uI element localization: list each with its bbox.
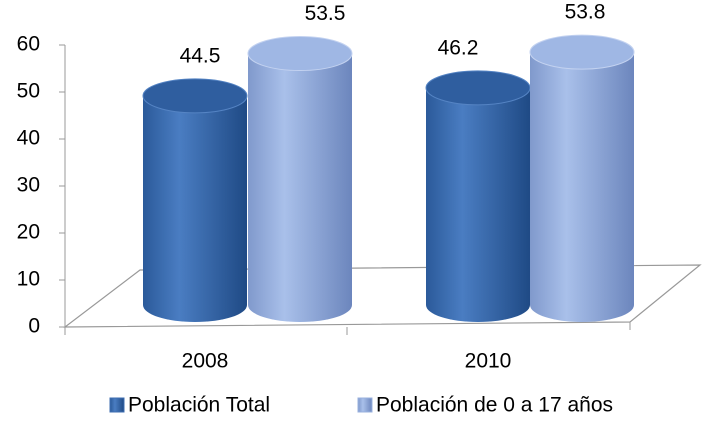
cylinder <box>425 70 531 322</box>
legend-swatch <box>357 397 373 413</box>
cylinder-top <box>425 70 531 106</box>
cylinder <box>142 78 248 322</box>
x-tick-label: 2008 <box>182 350 229 373</box>
data-label: 46.2 <box>438 36 479 59</box>
cylinder-top <box>529 34 635 70</box>
y-tick-label: 40 <box>17 127 40 150</box>
y-tick-label: 10 <box>17 268 40 291</box>
y-tick-label: 60 <box>17 33 40 56</box>
legend-swatch <box>109 397 125 413</box>
x-tick-label: 2010 <box>465 350 512 373</box>
cylinder-top <box>142 78 248 114</box>
data-label: 44.5 <box>180 44 221 67</box>
cylinder-body <box>143 95 247 322</box>
cylinder-body <box>426 87 530 322</box>
y-tick-label: 50 <box>17 80 40 103</box>
data-label: 53.5 <box>305 2 346 25</box>
y-tick-label: 20 <box>17 221 40 244</box>
cylinder <box>247 36 353 323</box>
cylinder-top <box>247 36 353 72</box>
cylinder-body <box>248 53 352 323</box>
cylinder-body <box>530 52 634 322</box>
y-tick-label: 0 <box>28 315 40 338</box>
data-label: 53.8 <box>565 1 606 24</box>
legend-label: Población de 0 a 17 años <box>376 394 613 417</box>
legend-label: Población Total <box>128 394 270 417</box>
y-tick-label: 30 <box>17 174 40 197</box>
floor <box>63 264 702 328</box>
cylinder <box>529 34 635 322</box>
